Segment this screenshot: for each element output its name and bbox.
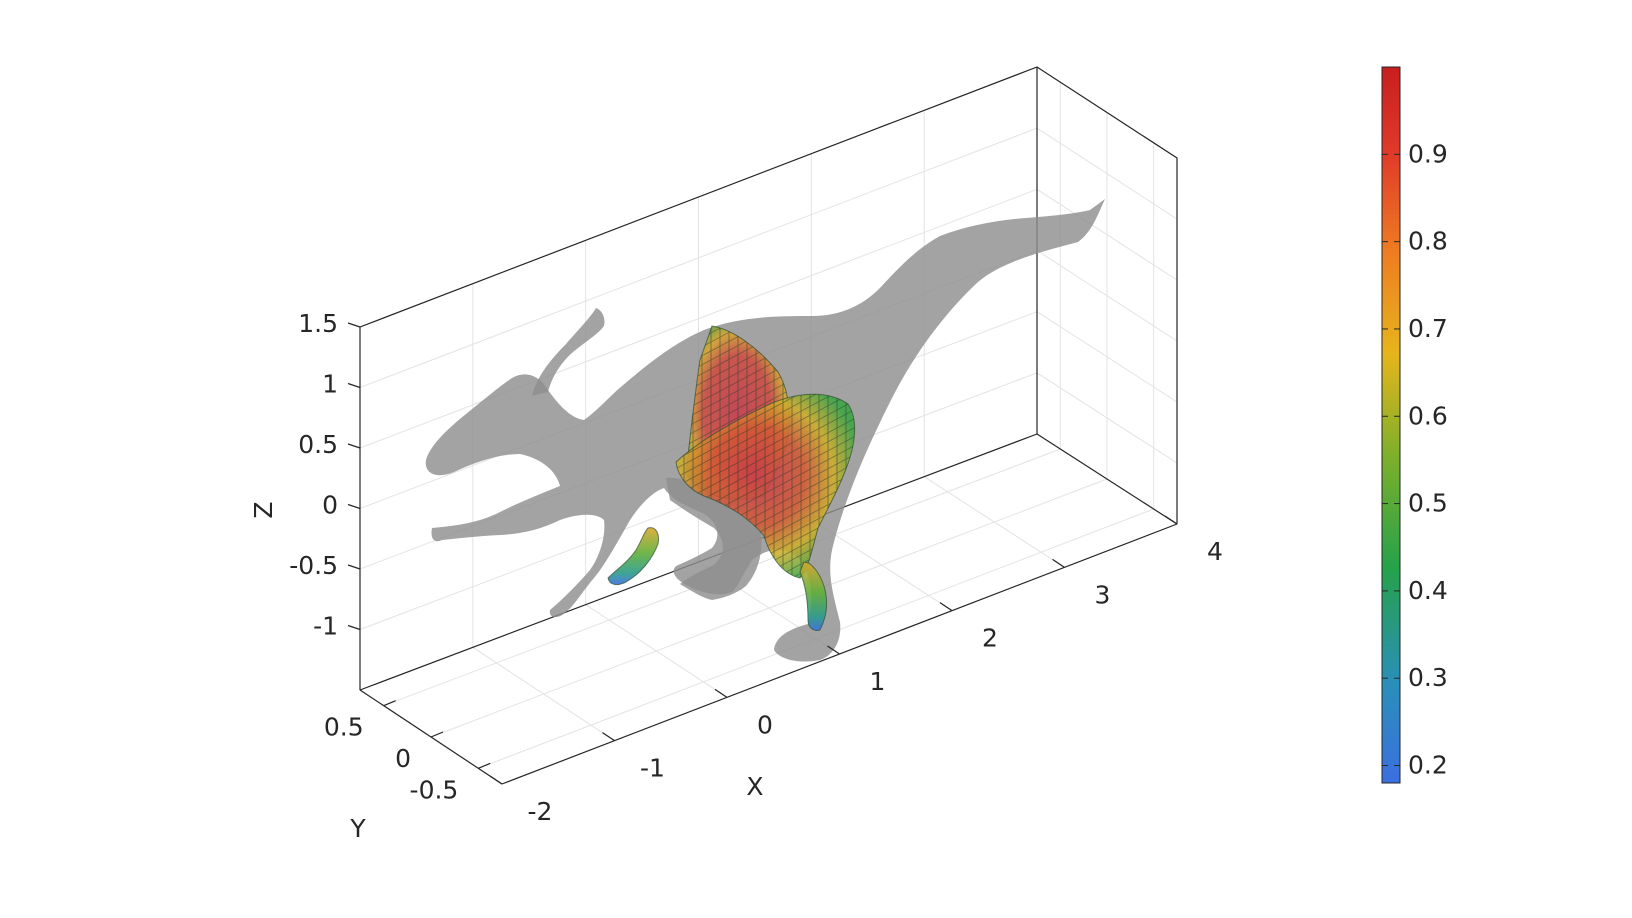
z-grid-line-side: [1036, 127, 1178, 220]
y-tick: [430, 731, 444, 738]
x-tick-label: 3: [1095, 580, 1111, 609]
z-tick-label: -1: [313, 612, 338, 641]
x-tick: [714, 688, 728, 698]
box-back-edges: [359, 66, 1178, 524]
z-tick-label: 0: [322, 491, 338, 520]
colorbar: 0.2 0.3 0.4 0.5 0.6 0.7 0.8 0.9: [1381, 66, 1448, 784]
y-tick-label: 0.5: [324, 713, 364, 742]
colorbar-tick-label: 0.7: [1408, 314, 1448, 343]
x-tick: [1052, 558, 1065, 568]
colorbar-tick-label: 0.8: [1408, 227, 1448, 256]
z-tick-label: 0.5: [298, 430, 338, 459]
z-tick: [347, 322, 361, 328]
z-tick-label: 1: [322, 370, 338, 399]
axis-ticks: [347, 322, 1178, 785]
y-tick: [383, 700, 396, 707]
voxel-slice-arm: [607, 527, 659, 586]
colorbar-tick-label: 0.2: [1408, 751, 1448, 780]
z-tick: [347, 503, 361, 510]
z-tick-label: -0.5: [289, 551, 338, 580]
z-axis-label: Z: [249, 501, 278, 518]
z-grid-line-back: [359, 188, 1038, 449]
colorbar-tick-label: 0.9: [1408, 139, 1448, 168]
y-tick-label: 0: [395, 744, 411, 773]
colorbar-tick-labels: 0.2 0.3 0.4 0.5 0.6 0.7 0.8 0.9: [1408, 139, 1448, 779]
z-tick: [347, 564, 361, 570]
x-tick-label: 4: [1207, 537, 1223, 566]
voxel-slice-rear-leg: [799, 561, 828, 631]
y-tick: [478, 762, 491, 769]
y-grid-line-floor: [430, 478, 1108, 738]
z-grid-line-side: [1036, 250, 1178, 342]
z-grid-line-side: [1036, 311, 1178, 403]
colorbar-tick-label: 0.5: [1408, 489, 1448, 518]
z-grid-line-side: [1036, 188, 1178, 281]
x-tick-label: 1: [870, 667, 886, 696]
y-tick-label: -0.5: [410, 775, 459, 804]
x-tick-label: 2: [982, 624, 998, 653]
z-grid-line-back: [359, 127, 1038, 388]
colorbar-tick-label: 0.4: [1408, 576, 1448, 605]
x-tick: [1164, 515, 1178, 525]
x-tick-label: 0: [757, 710, 773, 739]
colorbar-gradient: [1381, 66, 1401, 784]
y-axis-label: Y: [349, 814, 366, 843]
z-tick-label: 1.5: [298, 309, 338, 338]
x-tick: [489, 775, 503, 785]
box-inner-bottom: [1036, 433, 1178, 525]
x-tick-label: -2: [528, 797, 553, 826]
x-tick: [827, 645, 840, 655]
z-tick: [347, 624, 361, 631]
x-axis-label: X: [746, 772, 763, 801]
colorbar-tick-label: 0.6: [1408, 401, 1448, 430]
dinosaur-rear-leg: [666, 477, 762, 600]
x-tick: [602, 732, 615, 742]
x-tick: [939, 602, 953, 612]
dinosaur-crest: [532, 308, 605, 396]
x-tick-label: -1: [640, 754, 665, 783]
colorbar-ticks: [1382, 153, 1400, 767]
z-tick: [347, 443, 361, 449]
z-grid-line-side: [1036, 372, 1178, 464]
colorbar-tick-label: 0.3: [1408, 663, 1448, 692]
z-tick: [347, 382, 361, 389]
